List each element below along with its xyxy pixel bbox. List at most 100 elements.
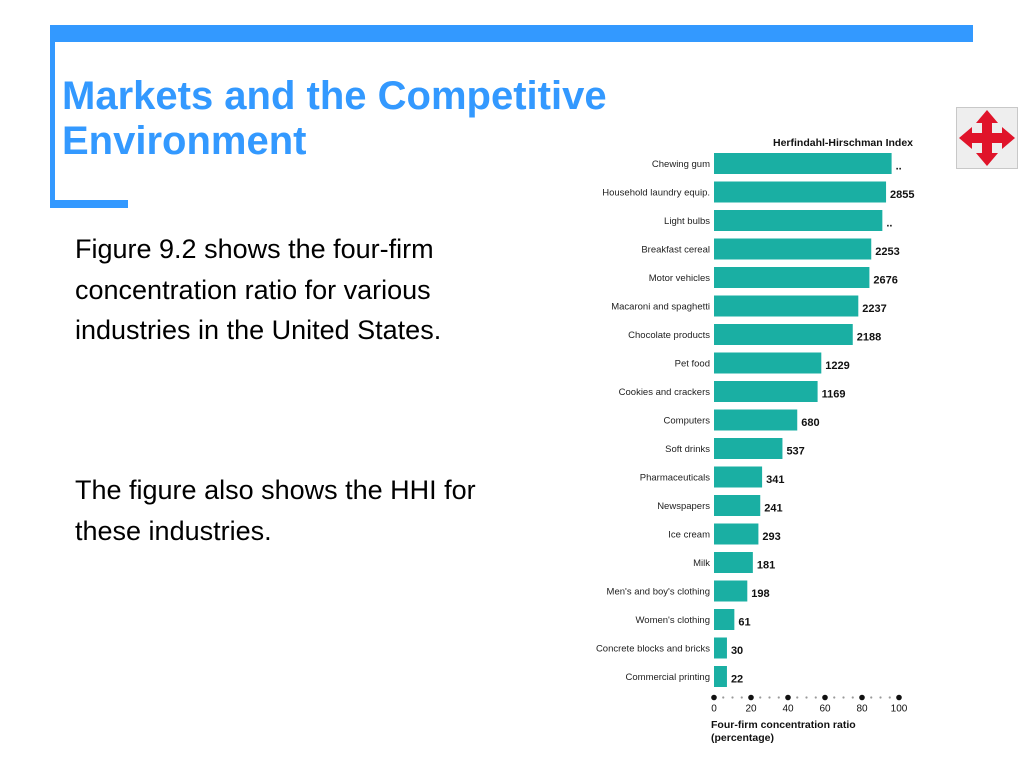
hhi-value-label: 680 [801, 417, 819, 429]
hhi-value-label: .. [886, 218, 892, 230]
bar [714, 666, 727, 687]
bar [714, 381, 818, 402]
axis-minor-dot [851, 696, 854, 699]
bars-group: Chewing gum .. Household laundry equip. 285… [596, 153, 915, 687]
bar-row: Ice cream 293 [668, 523, 781, 545]
bar-row: Computers 680 [664, 409, 820, 431]
hhi-value-label: .. [896, 161, 902, 173]
category-label: Computers [664, 416, 711, 427]
hhi-value-label: 537 [786, 446, 804, 458]
bar [714, 438, 783, 459]
x-axis-title-line-1: Four-firm concentration ratio [711, 719, 856, 731]
hhi-value-label: 61 [738, 617, 750, 629]
bar-row: Milk 181 [693, 552, 775, 573]
hhi-value-label: 181 [757, 560, 775, 572]
bar-row: Commercial printing 22 [626, 666, 743, 687]
bar-row: Women's clothing 61 [635, 609, 751, 630]
axis-minor-dot [870, 696, 873, 699]
category-label: Men's and boy's clothing [607, 587, 710, 598]
axis-minor-dot [796, 696, 799, 699]
hhi-value-label: 1169 [822, 389, 846, 401]
bar [714, 267, 870, 288]
x-tick-label: 20 [745, 704, 757, 715]
x-tick-label: 80 [856, 704, 868, 715]
bar [714, 238, 872, 260]
slide-title-line-1: Markets and the Competitive [62, 74, 607, 118]
axis-minor-dot [888, 696, 891, 699]
category-label: Concrete blocks and bricks [596, 644, 710, 655]
bar-row: Motor vehicles 2676 [649, 267, 898, 288]
bar-row: Pet food 1229 [675, 352, 850, 374]
axis-minor-dot [805, 696, 808, 699]
hhi-value-label: 2676 [873, 275, 897, 287]
axis-minor-dot [842, 696, 845, 699]
hhi-value-label: 293 [762, 531, 780, 543]
bar [714, 210, 883, 231]
bar-row: Chewing gum.. [652, 153, 902, 174]
hhi-value-label: 241 [764, 503, 782, 515]
hhi-value-label: 341 [766, 474, 784, 486]
axis-minor-dot [879, 696, 882, 699]
four-way-arrows-icon [959, 110, 1015, 166]
x-axis-title-line-2: (percentage) [711, 732, 774, 744]
axis-minor-dot [740, 696, 743, 699]
hhi-value-label: 2855 [890, 189, 914, 201]
axis-major-dot [785, 694, 791, 701]
bar-row: Macaroni and spaghetti 2237 [611, 295, 887, 317]
top-accent-bar [50, 25, 973, 42]
left-accent-bar [50, 25, 55, 207]
hhi-value-label: 2188 [857, 332, 881, 344]
axis-minor-dot [833, 696, 836, 699]
slide-title-line-2: Environment [62, 119, 307, 163]
bar-row: Household laundry equip. 2855 [602, 181, 915, 203]
category-label: Women's clothing [635, 615, 710, 626]
navigation-button[interactable] [956, 107, 1018, 169]
bar-row: Concrete blocks and bricks 30 [596, 637, 743, 659]
hhi-value-label: 2253 [875, 246, 899, 258]
x-tick-label: 60 [819, 704, 831, 715]
category-label: Pet food [675, 359, 710, 370]
category-label: Ice cream [668, 530, 710, 541]
category-label: Cookies and crackers [619, 387, 711, 398]
hhi-value-label: 1229 [825, 360, 849, 372]
bar [714, 409, 798, 431]
category-label: Motor vehicles [649, 273, 710, 284]
category-label: Macaroni and spaghetti [611, 302, 710, 313]
category-label: Light bulbs [664, 216, 710, 227]
hhi-value-label: 198 [751, 588, 769, 600]
category-label: Soft drinks [665, 444, 710, 455]
category-label: Chewing gum [652, 159, 710, 170]
x-tick-label: 100 [891, 704, 908, 715]
concentration-chart: Herfindahl-Hirschman Index Chewing gum..… [596, 137, 915, 744]
bar-row: Newspapers 241 [657, 495, 783, 516]
bar-row: Pharmaceuticals 341 [640, 466, 784, 488]
bar [714, 466, 763, 488]
bar [714, 609, 735, 630]
axis-minor-dot [814, 696, 817, 699]
slide-title: Markets and the Competitive Environment [62, 74, 607, 164]
hhi-header: Herfindahl-Hirschman Index [773, 137, 913, 149]
hhi-value-label: 2237 [862, 303, 886, 315]
bar [714, 637, 727, 659]
axis-minor-dot [722, 696, 725, 699]
bar-row: Men's and boy's clothing 198 [607, 580, 770, 602]
axis-minor-dot [768, 696, 771, 699]
bar [714, 181, 887, 203]
category-label: Commercial printing [626, 672, 710, 683]
bar-row: Soft drinks 537 [665, 438, 805, 459]
x-tick-label: 40 [782, 704, 794, 715]
bar-row: Breakfast cereal 2253 [641, 238, 900, 260]
bar-row: Chocolate products 2188 [628, 324, 881, 345]
bar [714, 295, 859, 317]
hhi-value-label: 22 [731, 674, 743, 686]
bar [714, 580, 748, 602]
category-label: Breakfast cereal [641, 245, 710, 256]
x-axis: 0 20 40 60 80 100 [711, 694, 908, 715]
category-label: Household laundry equip. [602, 188, 710, 199]
paragraph-figure-description: Figure 9.2 shows the four-firm concentra… [75, 234, 442, 345]
bar-row: Light bulbs.. [664, 210, 892, 231]
axis-minor-dot [777, 696, 780, 699]
axis-major-dot [859, 694, 865, 701]
category-label: Pharmaceuticals [640, 473, 710, 484]
category-label: Chocolate products [628, 330, 710, 341]
